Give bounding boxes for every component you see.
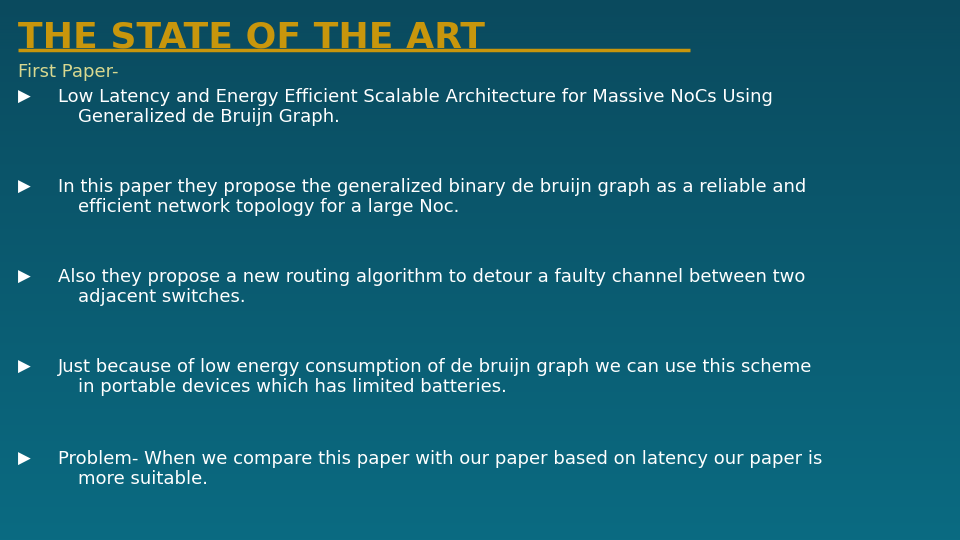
- Text: ▶: ▶: [18, 178, 31, 196]
- Text: more suitable.: more suitable.: [78, 470, 208, 488]
- Text: adjacent switches.: adjacent switches.: [78, 288, 246, 306]
- Text: Generalized de Bruijn Graph.: Generalized de Bruijn Graph.: [78, 108, 340, 126]
- Text: ▶: ▶: [18, 88, 31, 106]
- Text: Low Latency and Energy Efficient Scalable Architecture for Massive NoCs Using: Low Latency and Energy Efficient Scalabl…: [58, 88, 773, 106]
- Text: ▶: ▶: [18, 268, 31, 286]
- Text: Just because of low energy consumption of de bruijn graph we can use this scheme: Just because of low energy consumption o…: [58, 358, 812, 376]
- Text: ▶: ▶: [18, 450, 31, 468]
- Text: First Paper-: First Paper-: [18, 63, 118, 81]
- Text: efficient network topology for a large Noc.: efficient network topology for a large N…: [78, 198, 460, 216]
- Text: Also they propose a new routing algorithm to detour a faulty channel between two: Also they propose a new routing algorith…: [58, 268, 805, 286]
- Text: THE STATE OF THE ART: THE STATE OF THE ART: [18, 20, 485, 54]
- Text: ▶: ▶: [18, 358, 31, 376]
- Text: In this paper they propose the generalized binary de bruijn graph as a reliable : In this paper they propose the generaliz…: [58, 178, 806, 196]
- Text: Problem- When we compare this paper with our paper based on latency our paper is: Problem- When we compare this paper with…: [58, 450, 823, 468]
- Text: in portable devices which has limited batteries.: in portable devices which has limited ba…: [78, 378, 507, 396]
